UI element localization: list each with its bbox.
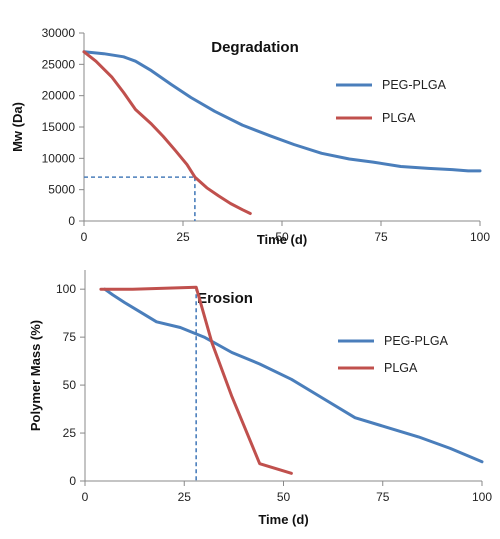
x-tick-label: 25 [178,490,192,504]
x-tick-label: 50 [277,490,291,504]
y-tick-label: 100 [56,282,76,296]
x-tick-label: 75 [376,490,390,504]
series-line-peg-plga [105,289,482,462]
x-tick-label: 75 [374,230,388,244]
y-tick-label: 10000 [42,151,76,165]
y-tick-label: 50 [63,378,77,392]
legend-entry: PLGA [382,111,416,125]
x-axis-label: Time (d) [258,512,308,527]
chart-title: Degradation [211,39,299,56]
legend-entry: PEG-PLGA [382,78,447,92]
x-tick-label: 25 [176,230,190,244]
y-tick-label: 20000 [42,89,76,103]
series-line-plga [84,52,250,214]
legend-entry: PEG-PLGA [384,334,449,348]
chart-title: Erosion [197,290,253,307]
chart-2: 0 25 50 75 100 0 25 50 75 100 Time (d) Polymer Mass… [28,270,492,527]
y-tick-label: 15000 [42,120,76,134]
series-line-peg-plga [84,52,480,171]
y-tick-label: 0 [69,474,76,488]
y-tick-label: 75 [63,330,77,344]
y-axis-label: Polymer Mass (%) [28,320,43,431]
x-axis-label: Time (d) [257,232,307,247]
y-tick-label: 25 [63,426,77,440]
x-tick-label: 100 [470,230,490,244]
x-tick-label: 100 [472,490,492,504]
x-tick-label: 0 [81,230,88,244]
y-tick-label: 5000 [48,183,75,197]
y-tick-label: 30000 [42,26,76,40]
y-tick-label: 25000 [42,57,76,71]
y-tick-label: 0 [68,214,75,228]
y-axis-label: Mw (Da) [10,102,25,152]
legend-entry: PLGA [384,361,418,375]
x-tick-label: 0 [82,490,89,504]
